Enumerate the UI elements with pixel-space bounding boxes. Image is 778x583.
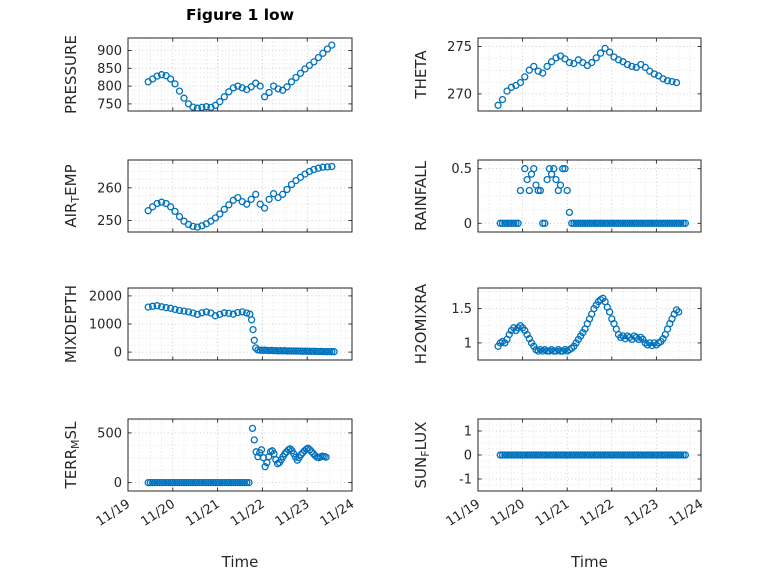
grid-lines: [127, 419, 353, 491]
subplot-h2omixra: 1 1.5 H2OMIXRA: [412, 283, 702, 364]
axes-box: [127, 159, 353, 233]
axes-box: [477, 159, 702, 233]
data-points: [144, 302, 338, 356]
y-axis-label: PRESSURE: [62, 35, 80, 114]
y-tick-label: 1: [464, 336, 472, 351]
tick-marks: [127, 288, 353, 360]
data-points: [496, 451, 690, 459]
axes-box: [127, 418, 353, 492]
axes-box: [127, 37, 353, 112]
tick-marks: [477, 419, 702, 491]
y-tick-label: 2000: [89, 289, 122, 304]
subplot-terr-msl: 0 500 11/19 11/20 11/21 11/22 11/23 11/24 TERRMS…: [62, 418, 358, 530]
y-tick-label: 800: [97, 80, 122, 95]
x-tick-label: 11/19: [94, 497, 134, 530]
y-axis-label: AIRTEMP: [62, 164, 82, 227]
x-tick-label: 11/22: [577, 497, 617, 530]
x-tick-label: 11/23: [622, 497, 662, 530]
y-axis-label: THETA: [412, 50, 430, 100]
grid-lines: [477, 38, 702, 111]
subplot-rainfall: 0 0.5 RAINFALL: [412, 159, 702, 233]
y-tick-label: 750: [97, 97, 122, 112]
axes-box: [477, 37, 702, 112]
data-points: [496, 165, 690, 227]
x-tick-label: 11/19: [444, 497, 484, 530]
figure-title: Figure 1 low: [185, 6, 295, 24]
subplot-pressure: 750 800 850 900 PRESSURE: [62, 35, 353, 114]
x-tick-label: 11/20: [138, 497, 178, 530]
y-tick-label: 0: [114, 346, 122, 361]
grid-lines: [477, 418, 702, 492]
data-points: [494, 294, 683, 355]
subplot-theta: 270 275 THETA: [412, 37, 702, 112]
y-tick-label: 0.5: [451, 162, 472, 177]
y-tick-label: 0: [464, 217, 472, 232]
y-tick-label: 270: [447, 87, 472, 102]
data-points: [144, 41, 336, 111]
y-tick-label: 0: [114, 476, 122, 491]
tick-marks: [477, 38, 702, 111]
y-axis-label: SUNFLUX: [412, 422, 432, 489]
subplot-air-temp: 250 260 AIRTEMP: [62, 159, 353, 233]
subplot-mixdepth: 0 1000 2000 MIXDEPTH: [62, 285, 353, 363]
grid-lines: [477, 288, 702, 361]
y-axis-label: MIXDEPTH: [62, 285, 80, 363]
tick-marks: [127, 419, 353, 491]
tick-marks: [477, 160, 702, 232]
x-tick-label: 11/23: [273, 497, 313, 530]
x-tick-label: 11/21: [533, 497, 573, 530]
y-tick-label: 1.5: [451, 302, 472, 317]
tick-marks: [127, 160, 353, 232]
x-tick-label: 11/24: [318, 497, 358, 530]
data-points: [144, 162, 336, 231]
y-tick-label: 260: [97, 181, 122, 196]
y-tick-label: -1: [459, 473, 472, 488]
x-axis-label-right: Time: [571, 553, 608, 571]
data-points: [144, 424, 330, 487]
subplot-sun-flux: -1 0 1 11/19 11/20 11/21 11/22 11/23 11/24 SUNFLU…: [412, 418, 707, 530]
tick-marks: [127, 38, 353, 111]
y-tick-label: 900: [97, 44, 122, 59]
y-axis-label: H2OMIXRA: [412, 283, 430, 364]
y-tick-label: 1000: [89, 318, 122, 333]
x-tick-label: 11/21: [183, 497, 223, 530]
x-tick-label: 11/22: [228, 497, 268, 530]
y-tick-label: 250: [97, 214, 122, 229]
y-axis-label: RAINFALL: [412, 160, 430, 231]
axes-box: [477, 287, 702, 361]
y-tick-label: 0: [464, 449, 472, 464]
y-tick-label: 500: [97, 426, 122, 441]
y-tick-label: 850: [97, 62, 122, 77]
grid-lines: [127, 38, 353, 111]
tick-marks: [477, 288, 702, 360]
y-axis-label: TERRMSL: [62, 421, 82, 490]
x-tick-label: 11/24: [667, 497, 707, 530]
y-tick-label: 275: [447, 40, 472, 55]
x-axis-label-left: Time: [221, 553, 259, 571]
x-tick-label: 11/20: [488, 497, 528, 530]
y-tick-label: 1: [464, 425, 472, 440]
data-points: [494, 44, 681, 109]
